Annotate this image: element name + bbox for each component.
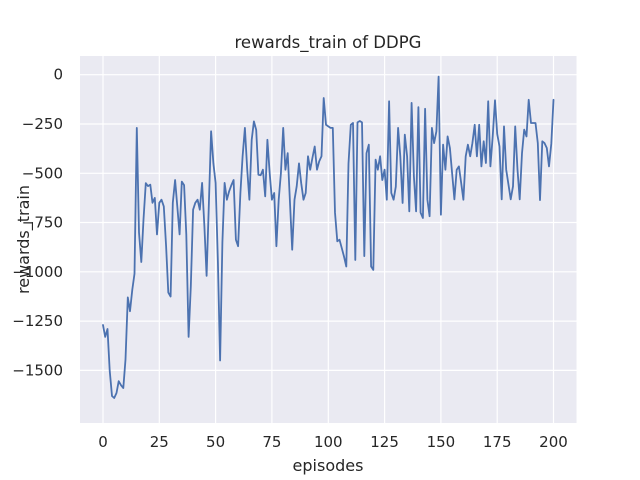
x-tick-label: 50 (206, 433, 225, 451)
y-axis-label: rewards_train (14, 185, 34, 294)
y-tick-label: −750 (22, 214, 63, 232)
chart-title: rewards_train of DDPG (235, 33, 422, 53)
y-tick-label: −500 (22, 164, 63, 182)
x-tick-label: 175 (483, 433, 512, 451)
x-tick-label: 125 (370, 433, 399, 451)
x-tick-label: 100 (314, 433, 343, 451)
y-tick-label: 0 (53, 66, 63, 84)
x-tick-label: 0 (98, 433, 108, 451)
x-tick-label: 150 (427, 433, 456, 451)
x-tick-label: 75 (262, 433, 281, 451)
rewards-line (102, 75, 555, 399)
y-tick-label: −250 (22, 115, 63, 133)
x-tick-label: 200 (539, 433, 568, 451)
x-tick-label: 25 (150, 433, 169, 451)
x-axis-label: episodes (293, 456, 364, 475)
y-tick-label: −1250 (12, 312, 63, 330)
y-tick-label: −1000 (12, 263, 63, 281)
y-tick-label: −1500 (12, 361, 63, 379)
plot-layers: 0 25 50 75 100 125 150 175 200 0 −250 −500 −750 −1000… (12, 56, 577, 451)
